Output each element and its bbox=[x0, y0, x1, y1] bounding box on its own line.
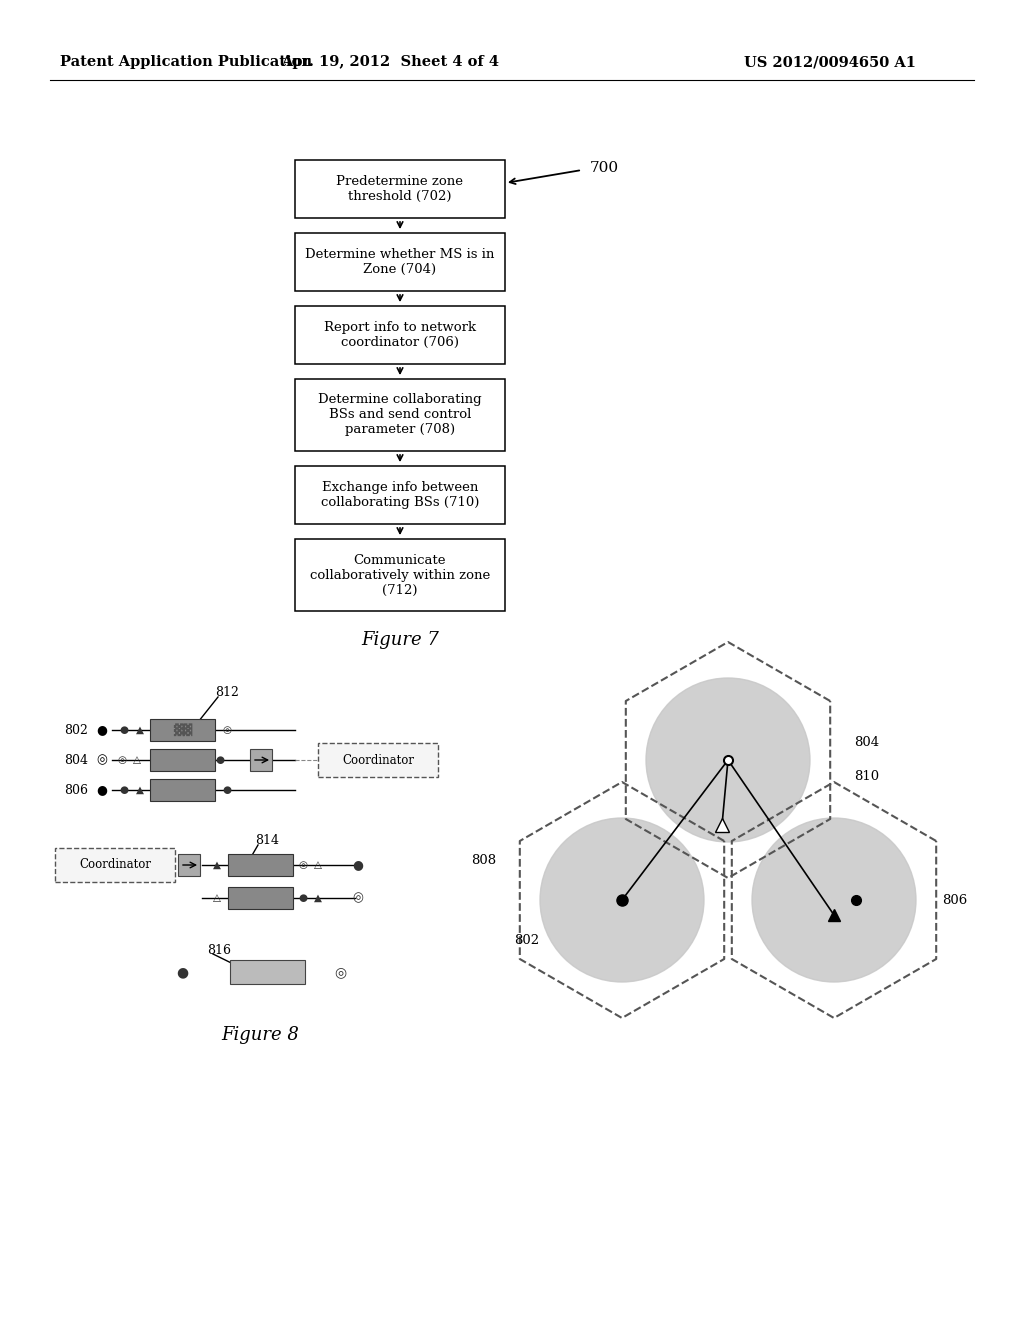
Text: ◎: ◎ bbox=[334, 965, 346, 979]
Text: Determine whether MS is in
Zone (704): Determine whether MS is in Zone (704) bbox=[305, 248, 495, 276]
Text: Patent Application Publication: Patent Application Publication bbox=[60, 55, 312, 69]
FancyBboxPatch shape bbox=[228, 887, 293, 909]
Text: △: △ bbox=[213, 894, 221, 903]
Text: △: △ bbox=[314, 861, 322, 870]
Text: ●: ● bbox=[352, 858, 364, 871]
Text: 804: 804 bbox=[854, 735, 880, 748]
Text: ▓▓: ▓▓ bbox=[173, 723, 193, 737]
Text: ●: ● bbox=[299, 894, 307, 903]
Text: Apr. 19, 2012  Sheet 4 of 4: Apr. 19, 2012 Sheet 4 of 4 bbox=[281, 55, 499, 69]
Text: 802: 802 bbox=[514, 933, 539, 946]
FancyBboxPatch shape bbox=[228, 854, 293, 876]
Text: ●: ● bbox=[222, 785, 231, 795]
Text: ◎: ◎ bbox=[352, 891, 364, 904]
Text: Determine collaborating
BSs and send control
parameter (708): Determine collaborating BSs and send con… bbox=[318, 393, 482, 437]
Text: 806: 806 bbox=[942, 894, 968, 907]
FancyBboxPatch shape bbox=[295, 234, 505, 290]
Text: Communicate
collaboratively within zone
(712): Communicate collaboratively within zone … bbox=[310, 553, 490, 597]
Text: ●: ● bbox=[215, 755, 224, 766]
FancyBboxPatch shape bbox=[318, 743, 438, 777]
Text: 804: 804 bbox=[63, 754, 88, 767]
FancyBboxPatch shape bbox=[250, 748, 272, 771]
Text: Coordinator: Coordinator bbox=[79, 858, 151, 871]
Text: Coordinator: Coordinator bbox=[342, 754, 414, 767]
Text: △: △ bbox=[133, 755, 141, 766]
FancyBboxPatch shape bbox=[295, 539, 505, 611]
Text: 814: 814 bbox=[255, 833, 279, 846]
Text: US 2012/0094650 A1: US 2012/0094650 A1 bbox=[744, 55, 916, 69]
FancyBboxPatch shape bbox=[150, 748, 215, 771]
Text: 816: 816 bbox=[207, 944, 231, 957]
Text: ▲: ▲ bbox=[213, 861, 221, 870]
FancyBboxPatch shape bbox=[295, 379, 505, 451]
Text: 802: 802 bbox=[65, 723, 88, 737]
Text: ●: ● bbox=[96, 723, 108, 737]
Text: ◎: ◎ bbox=[222, 725, 231, 735]
Text: 812: 812 bbox=[215, 686, 239, 700]
FancyBboxPatch shape bbox=[55, 847, 175, 882]
Text: ●: ● bbox=[96, 784, 108, 796]
Circle shape bbox=[540, 818, 705, 982]
Text: Report info to network
coordinator (706): Report info to network coordinator (706) bbox=[324, 321, 476, 348]
Text: ●: ● bbox=[120, 725, 128, 735]
FancyBboxPatch shape bbox=[150, 779, 215, 801]
FancyBboxPatch shape bbox=[295, 160, 505, 218]
Text: Predetermine zone
threshold (702): Predetermine zone threshold (702) bbox=[337, 176, 464, 203]
Text: ▲: ▲ bbox=[136, 725, 144, 735]
Text: 810: 810 bbox=[854, 770, 880, 783]
Text: ◎: ◎ bbox=[96, 754, 108, 767]
Text: Figure 7: Figure 7 bbox=[361, 631, 439, 649]
Circle shape bbox=[752, 818, 916, 982]
Text: ●: ● bbox=[176, 965, 188, 979]
Text: ◎: ◎ bbox=[118, 755, 127, 766]
FancyBboxPatch shape bbox=[178, 854, 200, 876]
Text: 700: 700 bbox=[590, 161, 620, 176]
Text: Exchange info between
collaborating BSs (710): Exchange info between collaborating BSs … bbox=[321, 480, 479, 510]
Text: ◎: ◎ bbox=[299, 861, 307, 870]
Text: 808: 808 bbox=[471, 854, 496, 866]
Text: ▲: ▲ bbox=[314, 894, 322, 903]
FancyBboxPatch shape bbox=[295, 306, 505, 364]
Circle shape bbox=[646, 678, 810, 842]
Text: ▲: ▲ bbox=[136, 785, 144, 795]
FancyBboxPatch shape bbox=[150, 719, 215, 741]
FancyBboxPatch shape bbox=[295, 466, 505, 524]
Text: Figure 8: Figure 8 bbox=[221, 1026, 299, 1044]
Text: 806: 806 bbox=[63, 784, 88, 796]
FancyBboxPatch shape bbox=[230, 960, 305, 983]
Text: ●: ● bbox=[120, 785, 128, 795]
